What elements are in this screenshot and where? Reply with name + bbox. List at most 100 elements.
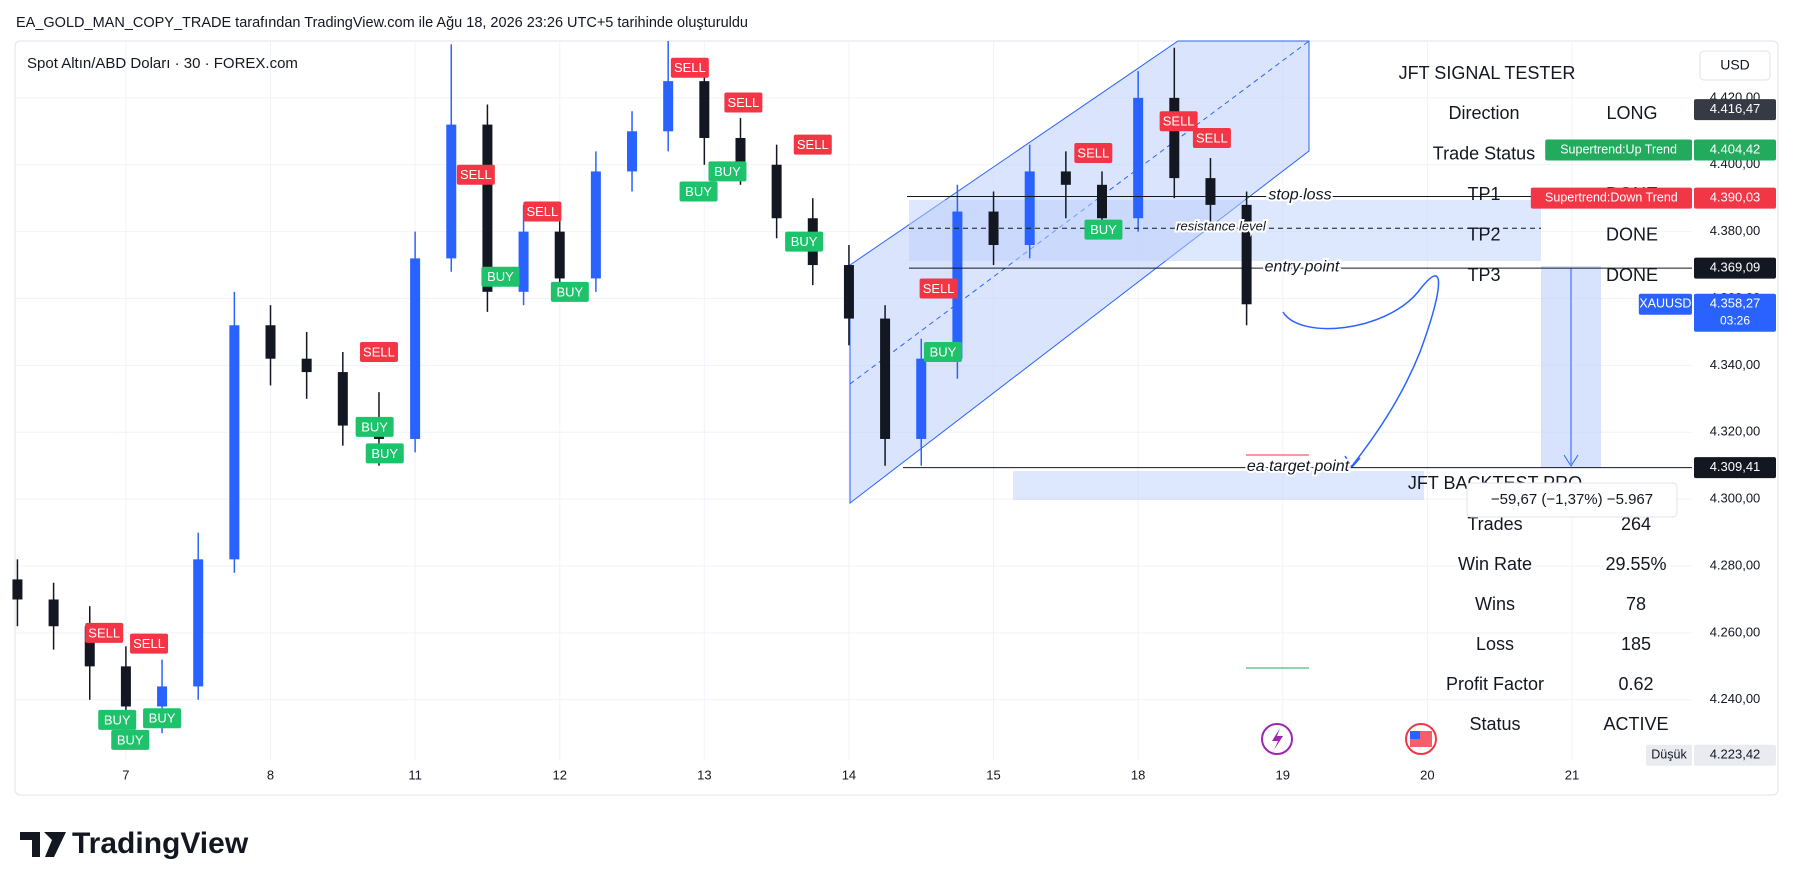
panel-value: 0.62 <box>1618 674 1653 694</box>
candle-body <box>627 131 638 172</box>
arrow-head <box>1563 454 1579 467</box>
currency-label[interactable]: USD <box>1720 57 1750 73</box>
signal-box <box>679 181 718 202</box>
signal-box <box>708 161 747 182</box>
panel-value: LONG <box>1606 103 1657 123</box>
channel-midline <box>849 40 1310 385</box>
y-tick-label: 4.260,00 <box>1710 624 1761 639</box>
candle-body <box>337 372 348 426</box>
price-label: 4.390,03 <box>1710 190 1761 205</box>
candle-body <box>12 579 23 600</box>
price-label-name-box <box>1530 187 1692 209</box>
candle-body <box>1169 97 1180 179</box>
signal-label: SELL <box>460 167 492 182</box>
y-tick-label: 4.320,00 <box>1710 424 1761 439</box>
price-label-name-box <box>1646 744 1692 766</box>
level-label: stop loss <box>1268 187 1331 204</box>
signal-label: SELL <box>797 137 829 152</box>
price-label-box <box>1694 99 1776 121</box>
panel-key: Trades <box>1467 514 1522 534</box>
price-label: 4.416,47 <box>1710 101 1761 116</box>
signal-label: SELL <box>674 60 706 75</box>
signal-box <box>550 281 589 302</box>
panel-key: Profit Factor <box>1446 674 1544 694</box>
price-label-name: Supertrend:Up Trend <box>1560 142 1677 156</box>
currency-button[interactable] <box>1699 50 1771 81</box>
price-label-box <box>1694 744 1776 766</box>
brand-name: TradingView <box>72 827 249 860</box>
candle-body <box>229 325 240 560</box>
panel-key: Win Rate <box>1458 554 1532 574</box>
signal-box <box>923 342 962 363</box>
signal-label: SELL <box>363 344 395 359</box>
signal-box <box>523 201 562 222</box>
candle-body <box>1097 184 1108 219</box>
candle-body <box>84 626 95 667</box>
x-tick-label: 11 <box>408 767 422 782</box>
level-label: resistance level <box>1176 219 1267 234</box>
candle-body <box>1060 171 1071 185</box>
signal-box <box>143 708 182 729</box>
signal-box <box>1159 111 1198 132</box>
price-label-name: Düşük <box>1651 748 1687 762</box>
signal-label: BUY <box>714 164 741 179</box>
x-tick-label: 18 <box>1131 767 1145 782</box>
x-tick-label: 8 <box>267 767 274 782</box>
candle-body <box>843 265 854 319</box>
signal-label: BUY <box>117 732 144 747</box>
candle-body <box>590 171 601 279</box>
price-label: 4.404,42 <box>1710 141 1761 156</box>
signal-label: BUY <box>930 344 957 359</box>
y-tick-label: 4.380,00 <box>1710 223 1761 238</box>
price-label-name: Supertrend:Down Trend <box>1545 190 1678 204</box>
panel-key: Direction <box>1448 103 1519 123</box>
signal-label: SELL <box>1163 114 1195 129</box>
x-tick-label: 15 <box>986 767 1000 782</box>
price-label-name: XAUUSD <box>1639 297 1691 311</box>
header-text: EA_GOLD_MAN_COPY_TRADE tarafından Tradin… <box>16 15 748 31</box>
candle-body <box>301 358 312 373</box>
panel-value: 29.55% <box>1605 554 1666 574</box>
signal-box <box>111 729 150 750</box>
signal-label: SELL <box>526 204 558 219</box>
candle-body <box>1133 97 1144 219</box>
signal-label: BUY <box>685 184 712 199</box>
candle-body <box>735 137 746 165</box>
candle-body <box>554 231 565 279</box>
candle-body <box>1024 171 1035 245</box>
signal-box <box>724 92 763 113</box>
panel-value: 264 <box>1621 514 1651 534</box>
signal-box <box>359 342 398 363</box>
panel-key: TP1 <box>1467 184 1500 204</box>
candle-body <box>265 325 276 359</box>
panel-key: Status <box>1469 714 1520 734</box>
signal-box <box>365 443 404 464</box>
signal-label: BUY <box>361 419 388 434</box>
signal-label: BUY <box>149 711 176 726</box>
candle-body <box>518 231 529 292</box>
candle-body <box>446 124 457 259</box>
price-label: 4.309,41 <box>1710 459 1761 474</box>
resistance-zone <box>909 200 1541 261</box>
price-label-sub: 03:26 <box>1720 313 1750 327</box>
price-label-box <box>1694 293 1776 332</box>
panel-key: Trade Status <box>1433 143 1535 163</box>
candle-body <box>880 318 891 439</box>
panel-key: TP2 <box>1467 224 1500 244</box>
price-label-box <box>1694 187 1776 209</box>
signal-box <box>670 57 709 78</box>
candle-body <box>410 258 421 439</box>
x-tick-label: 7 <box>122 767 129 782</box>
price-label-box <box>1694 257 1776 279</box>
signal-label: SELL <box>1077 145 1109 160</box>
signal-box <box>793 134 832 155</box>
price-label-name-box <box>1545 139 1692 161</box>
signal-box <box>785 231 824 252</box>
signal-box <box>481 266 520 287</box>
price-label-name-box <box>1638 293 1692 315</box>
candle-body <box>916 358 927 439</box>
signal-label: SELL <box>727 95 759 110</box>
flag-canton <box>1410 731 1420 739</box>
candle-body <box>120 666 131 707</box>
